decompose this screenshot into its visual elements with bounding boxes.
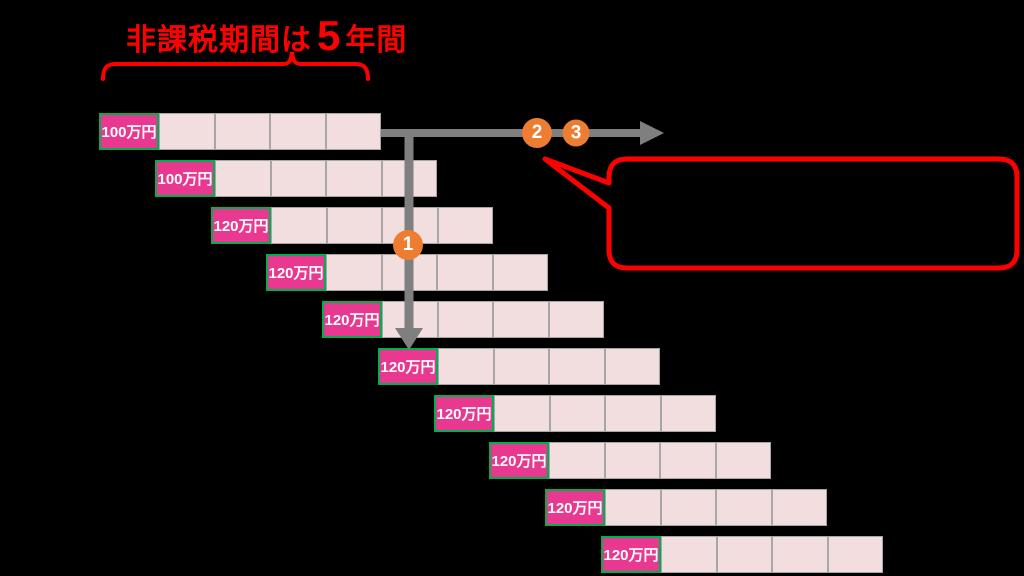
- holding-year-cell: [493, 348, 549, 385]
- year-bar-9: 120万円: [545, 489, 827, 526]
- year-bar-8: 120万円: [489, 442, 771, 479]
- holding-year-cell: [548, 301, 604, 338]
- holding-year-cell: [715, 442, 771, 479]
- holding-year-cell: [437, 254, 493, 291]
- holding-year-cell: [494, 395, 550, 432]
- tax-free-period-title: 非課税期間は 5 年間: [126, 12, 407, 60]
- holding-year-cell: [214, 113, 270, 150]
- callout-text: [625, 170, 1003, 258]
- holding-year-cell: [326, 160, 382, 197]
- investment-amount-label: 120万円: [489, 442, 549, 479]
- holding-year-cell: [549, 348, 605, 385]
- investment-amount-label: 120万円: [545, 489, 605, 526]
- holding-year-cell: [549, 442, 605, 479]
- title-number: 5: [317, 12, 341, 59]
- step-marker-3: 3: [562, 119, 590, 147]
- holding-year-cell: [549, 395, 605, 432]
- holding-year-cell: [604, 442, 660, 479]
- holding-year-cell: [381, 160, 437, 197]
- holding-year-cell: [716, 489, 772, 526]
- timeline-right-arrowhead-icon: [640, 121, 664, 145]
- title-prefix: 非課税期間は: [126, 24, 312, 57]
- holding-year-cell: [604, 348, 660, 385]
- holding-year-cell: [325, 113, 381, 150]
- investment-amount-label: 100万円: [99, 113, 159, 150]
- holding-year-cell: [660, 489, 716, 526]
- investment-amount-label: 120万円: [266, 254, 326, 291]
- investment-amount-label: 120万円: [322, 301, 382, 338]
- year-bar-2: 100万円: [155, 160, 437, 197]
- year-bar-6: 120万円: [378, 348, 660, 385]
- holding-year-cell: [661, 536, 717, 573]
- title-suffix: 年間: [345, 24, 408, 57]
- holding-year-cell: [492, 254, 548, 291]
- holding-year-cell: [605, 489, 661, 526]
- year-bar-3: 120万円: [211, 207, 493, 244]
- step-marker-1: 1: [393, 230, 423, 260]
- step-marker-2: 2: [522, 118, 552, 148]
- investment-amount-label: 100万円: [155, 160, 215, 197]
- holding-year-cell: [771, 489, 827, 526]
- holding-year-cell: [159, 113, 215, 150]
- holding-year-cell: [827, 536, 883, 573]
- investment-amount-label: 120万円: [601, 536, 661, 573]
- holding-year-cell: [716, 536, 772, 573]
- holding-year-cell: [660, 395, 716, 432]
- holding-year-cell: [493, 301, 549, 338]
- investment-amount-label: 120万円: [378, 348, 438, 385]
- holding-year-cell: [437, 301, 493, 338]
- holding-year-cell: [215, 160, 271, 197]
- holding-year-cell: [326, 254, 382, 291]
- investment-amount-label: 120万円: [211, 207, 271, 244]
- holding-year-cell: [772, 536, 828, 573]
- holding-year-cell: [382, 301, 438, 338]
- holding-year-cell: [437, 207, 493, 244]
- year-bar-10: 120万円: [601, 536, 883, 573]
- holding-year-cell: [326, 207, 382, 244]
- holding-year-cell: [660, 442, 716, 479]
- investment-amount-label: 120万円: [434, 395, 494, 432]
- holding-year-cell: [270, 160, 326, 197]
- holding-year-cell: [605, 395, 661, 432]
- holding-year-cell: [270, 113, 326, 150]
- year-bar-1: 100万円: [99, 113, 381, 150]
- holding-year-cell: [271, 207, 327, 244]
- year-bar-7: 120万円: [434, 395, 716, 432]
- year-bar-5: 120万円: [322, 301, 604, 338]
- holding-year-cell: [438, 348, 494, 385]
